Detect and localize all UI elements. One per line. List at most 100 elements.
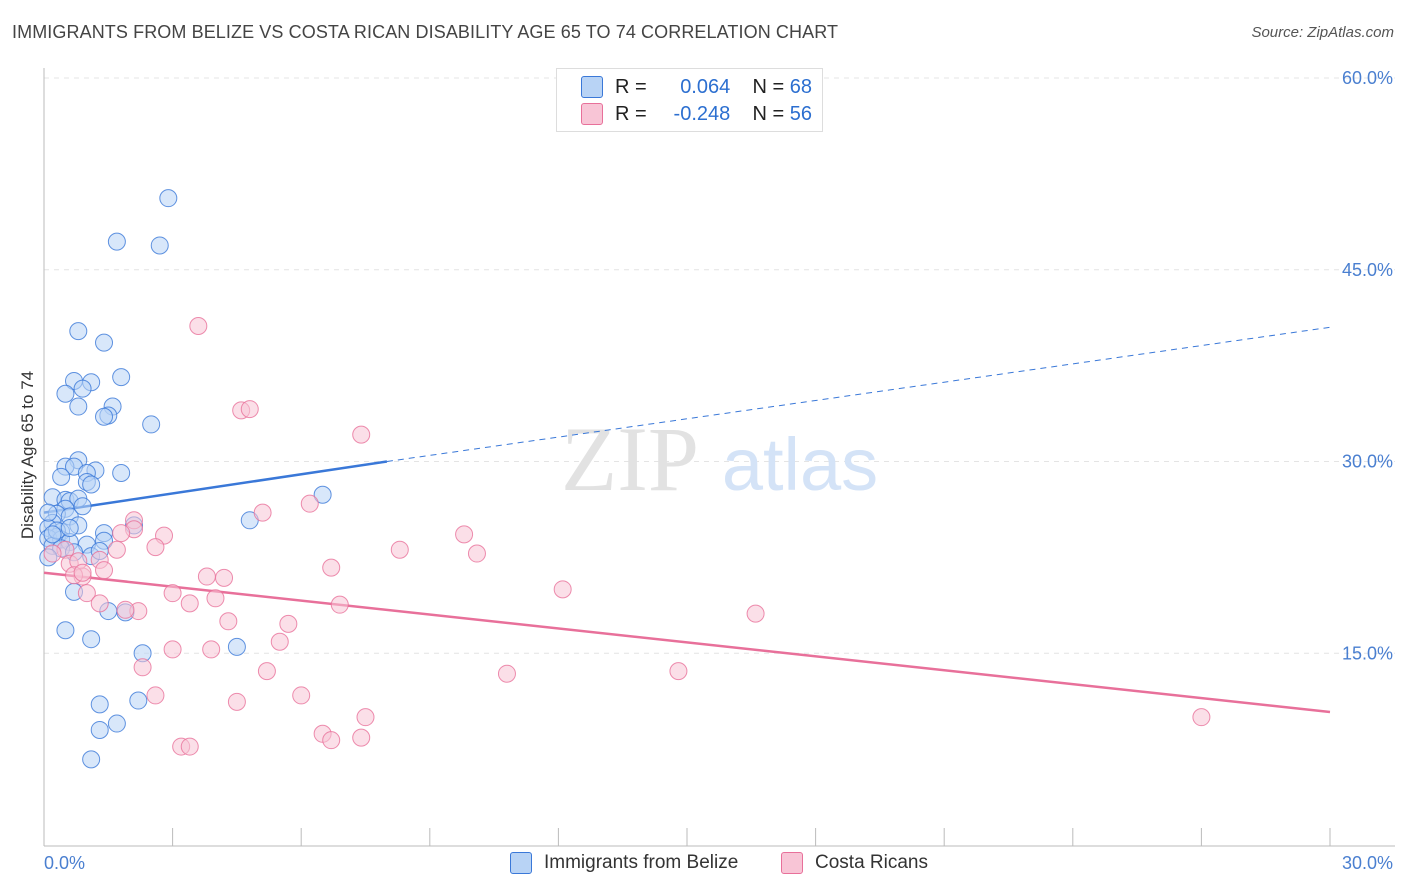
point-belize [107,232,126,251]
point-costa-rican [133,658,152,677]
point-costa-rican [1192,708,1211,727]
tick-labels: 15.0% 30.0% 45.0% 60.0% 0.0% 30.0% [44,68,1393,873]
point-costa-rican [553,580,572,599]
point-costa-rican [112,524,131,543]
point-costa-rican [746,604,765,623]
point-belize [82,630,101,649]
point-belize [90,720,109,739]
legend-n-label: N = [752,75,785,98]
point-costa-rican [146,686,165,705]
point-costa-rican [163,584,182,603]
point-costa-rican [279,614,298,633]
point-costa-rican [356,708,375,727]
point-costa-rican [227,692,246,711]
bottom-legend-belize[interactable]: Immigrants from Belize [510,852,738,874]
trend-line-belize-projection [386,326,1331,462]
bottom-legend-costa-rican[interactable]: Costa Ricans [781,852,928,874]
point-costa-rican [300,494,319,513]
point-belize [82,750,101,769]
point-belize [107,714,126,733]
legend-r-value: -0.248 [673,102,731,125]
point-belize [82,475,101,494]
point-costa-rican [497,664,516,683]
chart-title: IMMIGRANTS FROM BELIZE VS COSTA RICAN DI… [12,22,839,42]
point-costa-rican [330,595,349,614]
point-belize [150,236,169,255]
y-tick-label: 60.0% [1342,68,1393,88]
point-costa-rican [455,525,474,544]
point-costa-rican [352,728,371,747]
point-belize [90,695,109,714]
legend-n-value: 56 [789,102,812,125]
x-tick-label: 0.0% [44,853,85,873]
point-belize [73,379,92,398]
point-costa-rican [180,737,199,756]
point-costa-rican [257,662,276,681]
trend-line-belize [43,460,388,514]
watermark: ZIP atlas [561,408,878,510]
watermark-atlas: atlas [722,423,878,506]
point-costa-rican [219,612,238,631]
point-costa-rican [215,568,234,587]
point-belize [60,518,79,537]
point-costa-rican [43,544,62,563]
trend-line-costa-rican [43,571,1331,714]
point-costa-rican [180,594,199,613]
point-costa-rican [197,567,216,586]
point-belize [69,397,88,416]
point-costa-rican [73,563,92,582]
point-costa-rican [467,544,486,563]
point-costa-rican [95,561,114,580]
point-belize [129,691,148,710]
data-points [39,189,1211,769]
legend-n-value: 68 [789,75,812,98]
point-belize [313,485,332,504]
point-costa-rican [146,538,165,557]
point-belize [73,497,92,516]
bottom-legend-label: Costa Ricans [815,852,928,873]
point-costa-rican [352,425,371,444]
point-belize [159,189,178,208]
bottom-legend-swatch-pink [781,852,803,874]
trend-lines [43,326,1331,714]
point-belize [52,467,71,486]
point-costa-rican [206,589,225,608]
point-belize [112,464,131,483]
legend-row-costa-rican: R = -0.248 N = 56 [581,102,812,126]
point-belize [112,368,131,387]
legend-swatch-pink [581,103,603,125]
point-belize [69,322,88,341]
point-belize [142,415,161,434]
point-costa-rican [669,662,688,681]
axes [43,68,1395,847]
point-costa-rican [270,632,289,651]
x-tick-label: 30.0% [1342,853,1393,873]
point-costa-rican [163,640,182,659]
legend-swatch-blue [581,76,603,98]
point-costa-rican [116,600,135,619]
grid-lines [44,77,1395,654]
y-tick-label: 15.0% [1342,643,1393,663]
point-costa-rican [107,540,126,559]
point-costa-rican [240,400,259,419]
bottom-legend-label: Immigrants from Belize [544,852,739,873]
point-belize [227,637,246,656]
point-costa-rican [253,503,272,522]
point-costa-rican [390,540,409,559]
stats-legend: R = 0.064 N = 68 R = -0.248 N = 56 [556,68,823,132]
legend-r-label: R = [615,102,647,125]
point-belize [56,384,75,403]
legend-r-label: R = [615,75,647,98]
point-costa-rican [322,558,341,577]
point-costa-rican [90,594,109,613]
y-tick-label: 30.0% [1342,452,1393,472]
point-costa-rican [322,731,341,750]
point-costa-rican [77,584,96,603]
bottom-legend-swatch-blue [510,852,532,874]
point-costa-rican [202,640,221,659]
point-belize [56,621,75,640]
point-costa-rican [189,316,208,335]
point-belize [95,407,114,426]
y-axis-label: Disability Age 65 to 74 [18,371,37,539]
